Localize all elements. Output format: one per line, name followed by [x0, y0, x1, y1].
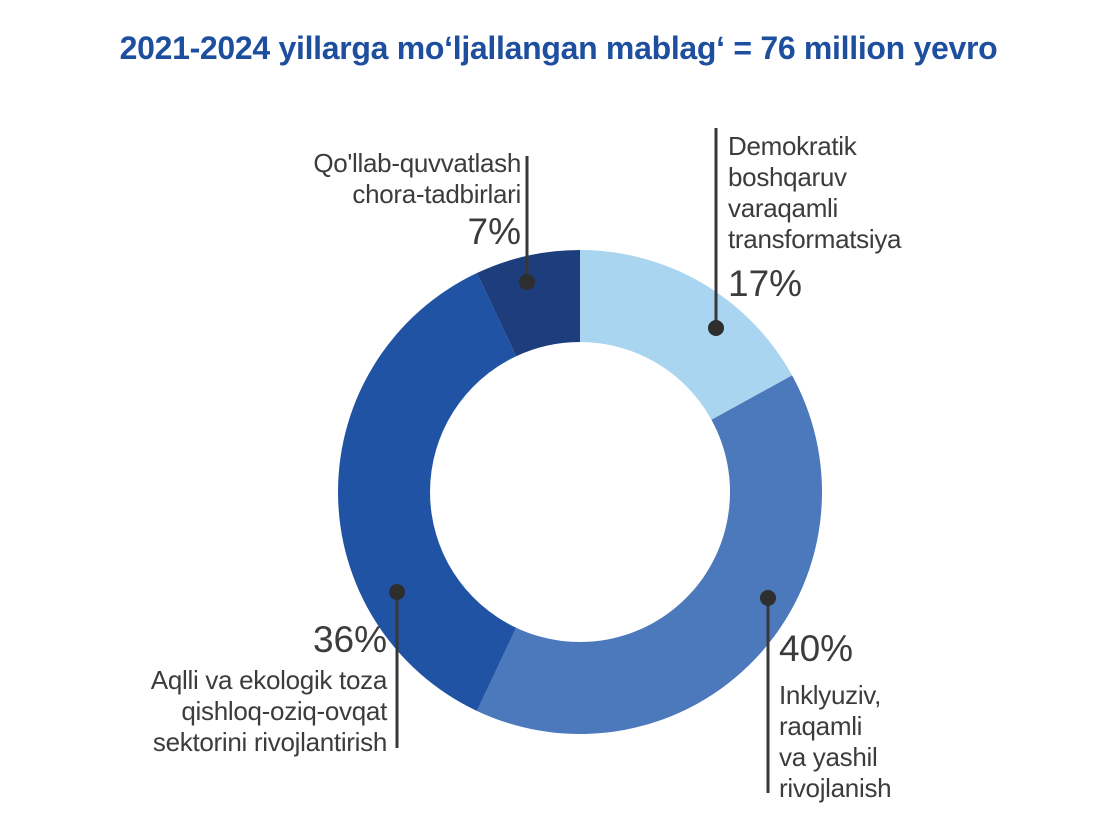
donut-segment-0	[580, 249, 793, 420]
callout-dot-inclusive	[760, 590, 776, 606]
callout-percent: 36%	[312, 619, 387, 660]
callout-percent: 17%	[728, 263, 803, 304]
donut-segment-1	[476, 375, 823, 735]
callout-inclusive: 40% Inklyuziv, raqamli va yashil rivojla…	[779, 628, 892, 804]
callout-percent: 40%	[779, 628, 854, 669]
callout-dot-support	[519, 274, 535, 290]
callout-support: Qo'llab-quvvatlash chora-tadbirlari 7%	[313, 148, 521, 252]
callout-dot-agrifood	[389, 584, 405, 600]
page-title: 2021-2024 yillarga moʻljallangan mablagʻ…	[119, 30, 998, 66]
callout-label-line: chora-tadbirlari	[352, 179, 521, 209]
callout-agrifood: 36% Aqlli va ekologik toza qishloq-oziq-…	[150, 619, 388, 758]
donut-segment-2	[337, 273, 517, 711]
callout-percent: 7%	[467, 211, 521, 252]
callout-label-line: rivojlanish	[779, 773, 892, 803]
callout-label-line: varaqamli	[728, 193, 839, 223]
donut-segment-3	[476, 250, 580, 357]
callout-label-line: raqamli	[779, 711, 863, 741]
callout-label-line: Aqlli va ekologik toza	[150, 665, 388, 695]
callout-label-line: va yashil	[779, 742, 878, 772]
callout-label-line: Inklyuziv,	[779, 680, 881, 710]
callout-label-line: Qo'llab-quvvatlash	[313, 148, 521, 178]
callout-label-line: Demokratik	[728, 131, 857, 161]
callout-leaders	[389, 128, 776, 793]
callout-label-line: sektorini rivojlantirish	[152, 727, 387, 757]
donut-segments	[337, 249, 823, 735]
callout-dot-democratic	[708, 320, 724, 336]
callout-label-line: boshqaruv	[728, 162, 847, 192]
callout-label-line: transformatsiya	[728, 224, 902, 254]
callout-label-line: qishloq-oziq-ovqat	[181, 696, 387, 726]
callout-democratic: Demokratik boshqaruv varaqamli transform…	[728, 131, 902, 304]
